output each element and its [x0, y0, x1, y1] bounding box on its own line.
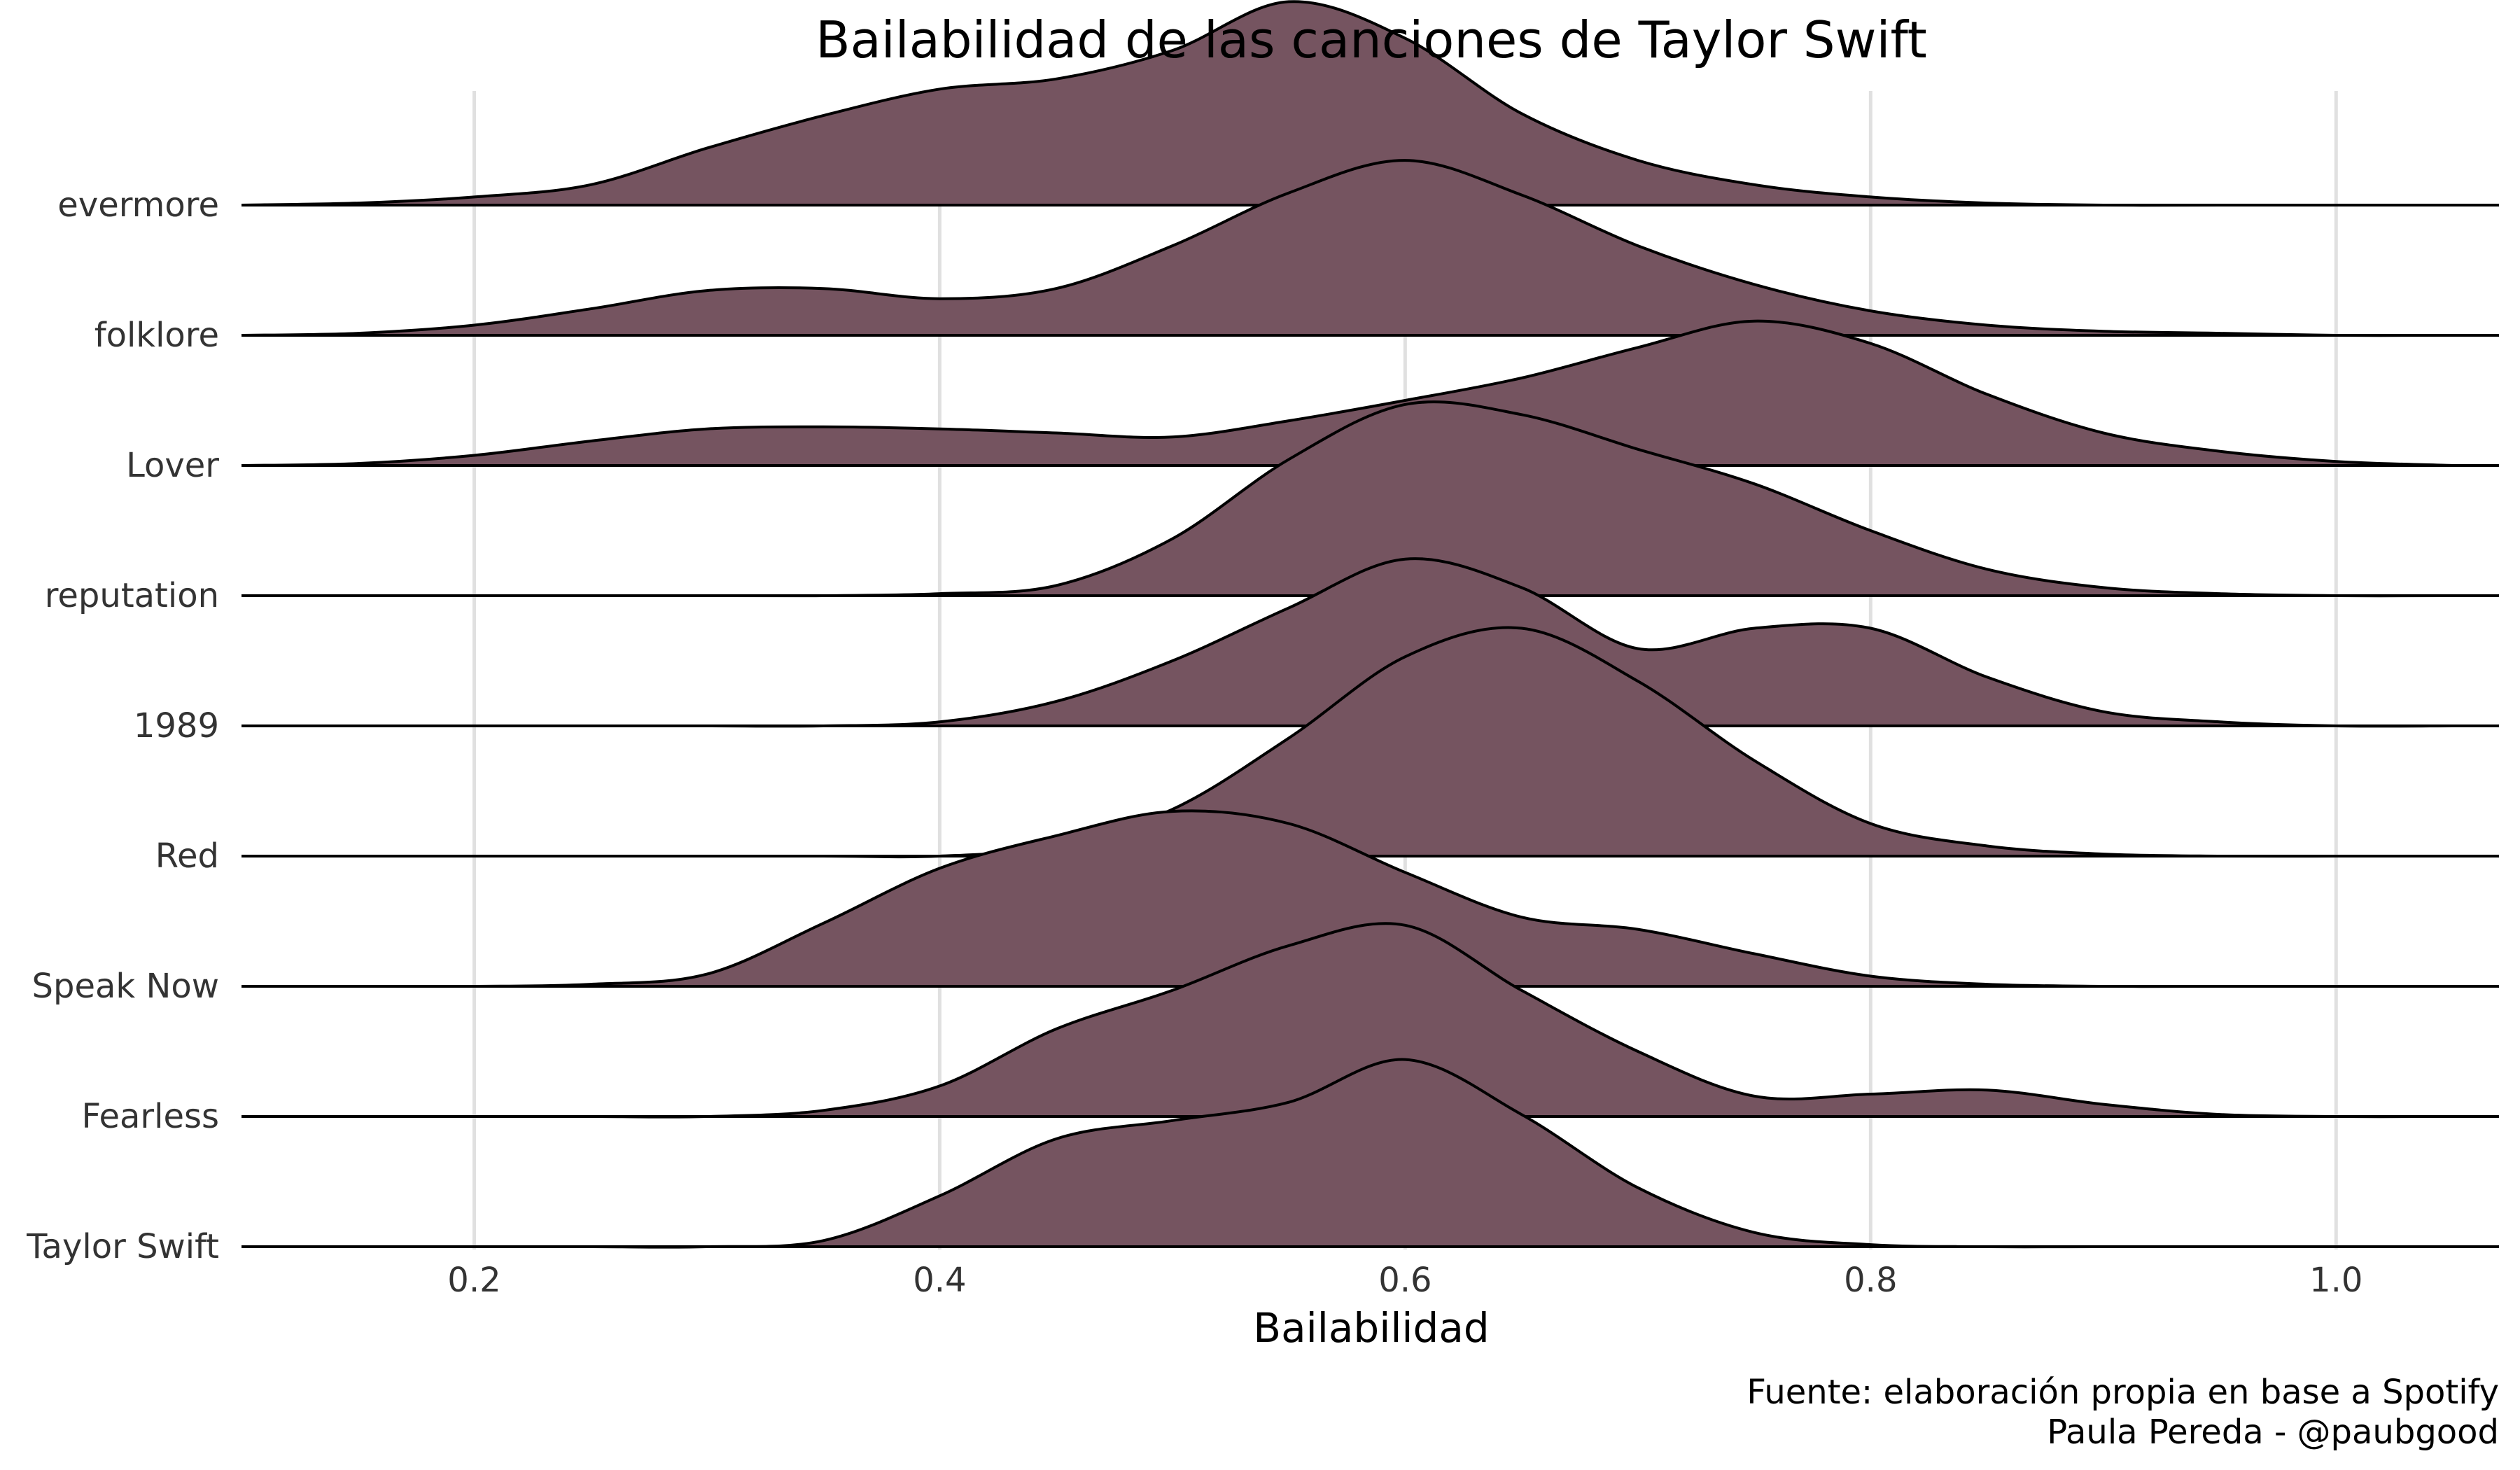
ridge-fill — [241, 1, 2453, 206]
y-axis-label: evermore — [57, 186, 219, 225]
ridge-fill — [241, 160, 2453, 336]
ridge-outline — [241, 159, 2453, 337]
ridge-fill — [241, 627, 2453, 858]
y-axis-labels: evermore folklore Lover reputation 1989 Red Sp… — [26, 186, 219, 1266]
y-axis-label: Lover — [126, 446, 219, 485]
x-tick-label: 0.4 — [913, 1261, 966, 1300]
ridge-fill — [241, 402, 2453, 596]
y-axis-label: Red — [155, 836, 219, 876]
ridge-taylor-swift — [241, 1058, 2499, 1249]
ridges — [241, 0, 2499, 1249]
y-axis-label: Speak Now — [32, 967, 219, 1006]
caption-author: Paula Pereda - @paubgood — [2047, 1413, 2499, 1452]
x-axis-label: Bailabilidad — [1253, 1304, 1489, 1352]
ridge-folklore — [241, 159, 2499, 337]
ridge-fill — [241, 811, 2453, 987]
x-axis-ticks: 0.2 0.4 0.6 0.8 1.0 — [447, 1261, 2362, 1300]
ridge-outline — [241, 319, 2453, 467]
x-tick-label: 0.6 — [1378, 1261, 1432, 1300]
chart-title: Bailabilidad de las canciones de Taylor … — [816, 10, 1927, 69]
ridge-fill — [241, 559, 2453, 727]
ridge-fill — [241, 923, 2453, 1117]
ridge-fill — [241, 321, 2453, 465]
y-axis-label: reputation — [45, 576, 219, 615]
y-axis-label: Taylor Swift — [26, 1227, 219, 1266]
y-axis-label: 1989 — [134, 706, 219, 746]
x-tick-label: 0.2 — [447, 1261, 500, 1300]
y-axis-label: folklore — [94, 316, 219, 355]
x-tick-label: 0.8 — [1844, 1261, 1897, 1300]
caption-source: Fuente: elaboración propia en base a Spo… — [1746, 1373, 2499, 1412]
y-axis-label: Fearless — [81, 1097, 219, 1136]
x-tick-label: 1.0 — [2309, 1261, 2362, 1300]
ridge-fill — [241, 1059, 2453, 1247]
